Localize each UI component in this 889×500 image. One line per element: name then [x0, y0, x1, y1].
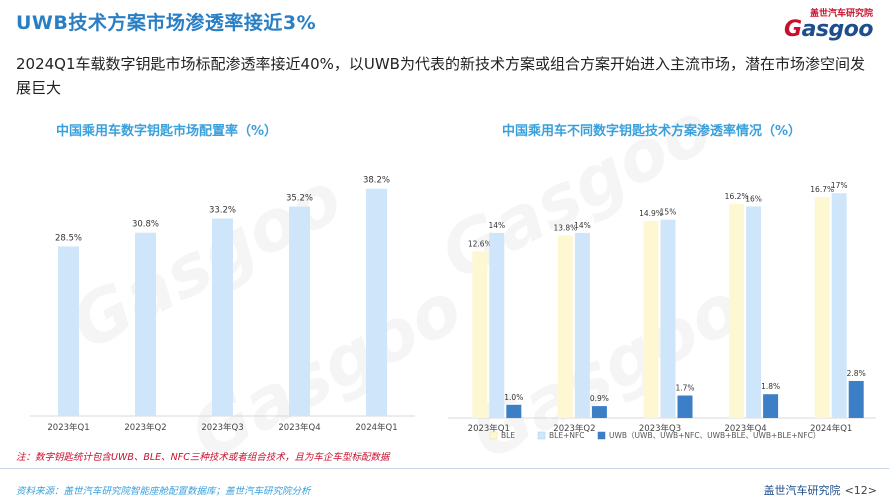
bar	[729, 203, 745, 418]
footer: 盖世汽车研究院 <12>	[764, 482, 877, 498]
tech-penetration-bar-chart: 12.6%14%1.0%2023年Q113.8%14%0.9%2023年Q214…	[448, 181, 876, 440]
data-label: 12.6%	[468, 239, 492, 248]
data-label: 13.8%	[553, 224, 577, 233]
bar	[212, 218, 233, 416]
page-subtitle: 2024Q1车载数字钥匙市场标配渗透率接近40%，以UWB为代表的新技术方案或组…	[16, 55, 865, 97]
bar	[677, 395, 693, 418]
data-label: 0.9%	[590, 394, 609, 403]
bar	[506, 404, 522, 418]
x-tick-label: 2023年Q3	[201, 422, 243, 433]
logo-wordmark: Gasgoo	[753, 19, 873, 41]
data-label: 1.7%	[675, 384, 694, 393]
x-tick-label: 2023年Q1	[47, 422, 89, 433]
data-label: 30.8%	[132, 220, 159, 230]
bar	[591, 406, 607, 418]
legend-swatch	[597, 431, 606, 440]
bar	[135, 232, 156, 416]
data-label: 16%	[745, 194, 762, 203]
data-label: 38.2%	[363, 176, 390, 186]
footer-divider	[0, 468, 889, 469]
data-source: 资料来源：盖世汽车研究院智能座舱配置数据库；盖世汽车研究院分析	[16, 486, 311, 497]
bar	[489, 232, 505, 418]
x-tick-label: 2023年Q2	[553, 423, 595, 434]
bar	[831, 193, 847, 418]
bar	[660, 219, 676, 418]
bar	[557, 235, 573, 418]
footer-org: 盖世汽车研究院	[763, 484, 841, 497]
logo-word: asgoo	[801, 17, 874, 42]
x-tick-label: 2023年Q2	[124, 422, 166, 433]
chart2-title: 中国乘用车不同数字钥匙技术方案渗透率情况（%）	[502, 124, 802, 139]
data-label: 1.0%	[504, 393, 523, 402]
legend-label: BLE+NFC	[549, 431, 585, 440]
bar	[763, 394, 779, 418]
data-label: 2.8%	[847, 369, 866, 378]
bar	[643, 220, 659, 418]
page-title: UWB技术方案市场渗透率接近3%	[16, 12, 317, 34]
legend-swatch	[537, 431, 546, 440]
data-label: 15%	[660, 208, 677, 217]
data-label: 16.2%	[725, 192, 749, 201]
data-label: 28.5%	[55, 233, 82, 243]
logo-top-text: 盖世汽车研究院	[809, 9, 873, 19]
legend-swatch	[489, 431, 498, 440]
bar	[574, 232, 590, 418]
page-number: <12>	[844, 484, 877, 497]
bar	[472, 251, 488, 418]
legend-label: BLE	[501, 431, 515, 440]
x-tick-label: 2023年Q4	[724, 423, 766, 434]
x-tick-label: 2023年Q1	[468, 423, 510, 434]
bar	[289, 206, 310, 416]
gasgoo-logo: 盖世汽车研究院 Gasgoo	[753, 6, 873, 44]
bar	[58, 246, 79, 416]
x-tick-label: 2023年Q4	[278, 422, 320, 433]
x-tick-label: 2024年Q1	[810, 423, 852, 434]
chart-note: 注：数字钥匙统计包含UWB、BLE、NFC三种技术或者组合技术，且为车企车型标配…	[16, 452, 390, 463]
data-label: 35.2%	[286, 194, 313, 204]
x-tick-label: 2023年Q3	[639, 423, 681, 434]
data-label: 14%	[574, 221, 591, 230]
data-label: 1.8%	[761, 382, 780, 391]
data-label: 16.7%	[810, 185, 834, 194]
logo-initial: G	[784, 17, 802, 42]
bar	[848, 380, 864, 418]
legend-label: UWB（UWB、UWB+NFC、UWB+BLE、UWB+BLE+NFC）	[609, 431, 820, 440]
bar	[746, 206, 762, 418]
data-label: 14.9%	[639, 209, 663, 218]
bar	[366, 188, 387, 416]
data-label: 33.2%	[209, 205, 236, 215]
x-tick-label: 2024年Q1	[355, 422, 397, 433]
data-label: 17%	[831, 181, 848, 190]
config-rate-bar-chart: 28.5% 2023年Q1 30.8% 2023年Q2 33.2% 2023年Q3 35.2…	[30, 176, 415, 433]
data-label: 14%	[488, 221, 505, 230]
bar	[814, 197, 830, 418]
chart1-title: 中国乘用车数字钥匙市场配置率（%）	[56, 124, 278, 139]
